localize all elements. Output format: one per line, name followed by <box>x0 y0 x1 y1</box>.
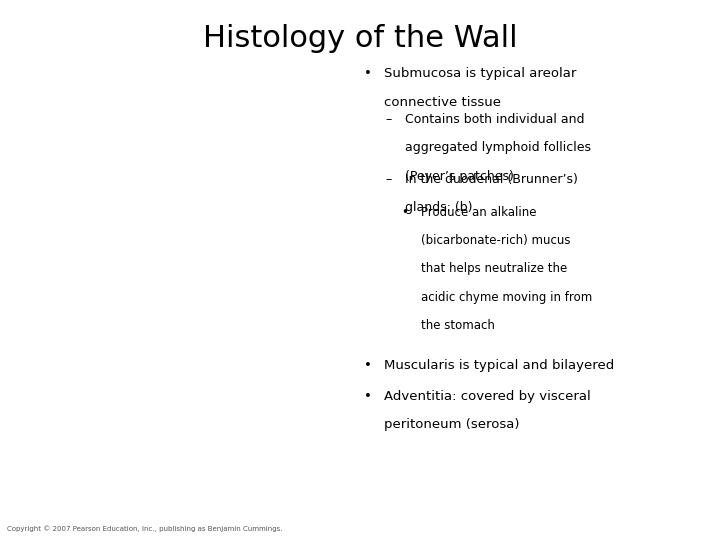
Bar <box>7 65 353 497</box>
Text: Histology of the Wall: Histology of the Wall <box>203 24 517 53</box>
Text: •: • <box>364 68 372 80</box>
Text: •: • <box>401 206 408 219</box>
Text: •: • <box>364 359 372 372</box>
Text: –: – <box>385 113 392 126</box>
Text: aggregated lymphoid follicles: aggregated lymphoid follicles <box>405 141 591 154</box>
Text: (bicarbonate-rich) mucus: (bicarbonate-rich) mucus <box>421 234 571 247</box>
Text: –: – <box>385 173 392 186</box>
Text: (Peyer’s patches): (Peyer’s patches) <box>405 170 514 183</box>
Text: that helps neutralize the: that helps neutralize the <box>421 262 567 275</box>
Text: Submucosa is typical areolar: Submucosa is typical areolar <box>384 68 576 80</box>
Text: In the duodenal (Brunner’s): In the duodenal (Brunner’s) <box>405 173 578 186</box>
Text: acidic chyme moving in from: acidic chyme moving in from <box>421 291 593 303</box>
Text: Copyright © 2007 Pearson Education, Inc., publishing as Benjamin Cummings.: Copyright © 2007 Pearson Education, Inc.… <box>7 525 283 532</box>
Text: Adventitia: covered by visceral: Adventitia: covered by visceral <box>384 390 590 403</box>
Text: peritoneum (serosa): peritoneum (serosa) <box>384 418 519 431</box>
Text: Contains both individual and: Contains both individual and <box>405 113 585 126</box>
Text: Produce an alkaline: Produce an alkaline <box>421 206 536 219</box>
Text: connective tissue: connective tissue <box>384 96 501 109</box>
Text: Muscularis is typical and bilayered: Muscularis is typical and bilayered <box>384 359 614 372</box>
Text: •: • <box>364 390 372 403</box>
Text: glands: (b): glands: (b) <box>405 201 473 214</box>
Text: the stomach: the stomach <box>421 319 495 332</box>
